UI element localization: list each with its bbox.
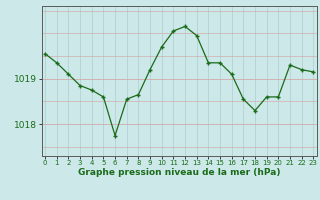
X-axis label: Graphe pression niveau de la mer (hPa): Graphe pression niveau de la mer (hPa) <box>78 168 280 177</box>
